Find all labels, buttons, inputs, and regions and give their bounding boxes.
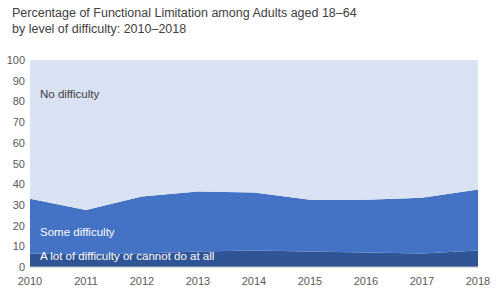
y-tick-label: 100 [7,54,25,66]
x-tick-label: 2016 [354,275,378,287]
series-label: A lot of difficulty or cannot do at all [40,250,214,262]
x-axis-line [30,267,478,268]
y-tick-label: 50 [13,158,25,170]
y-tick-label: 70 [13,116,25,128]
x-tick-label: 2015 [298,275,322,287]
area-band [30,60,478,210]
y-tick-label: 40 [13,178,25,190]
x-tick-label: 2017 [410,275,434,287]
chart: A lot of difficulty or cannot do at all S… [0,0,500,300]
x-tick-label: 2012 [130,275,154,287]
plot-area [30,60,478,267]
x-tick-label: 2010 [18,275,42,287]
chart-title: Percentage of Functional Limitation amon… [12,5,357,37]
y-tick-label: 0 [19,261,25,273]
series-label: No difficulty [40,88,99,100]
y-tick-label: 20 [13,220,25,232]
x-tick-label: 2014 [242,275,266,287]
x-tick-label: 2018 [466,275,490,287]
y-tick-label: 30 [13,199,25,211]
series-label: Some difficulty [40,226,115,238]
x-tick-label: 2011 [74,275,98,287]
y-tick-label: 60 [13,137,25,149]
y-tick-label: 10 [13,240,25,252]
y-tick-label: 90 [13,75,25,87]
y-tick-label: 80 [13,95,25,107]
x-tick-label: 2013 [186,275,210,287]
